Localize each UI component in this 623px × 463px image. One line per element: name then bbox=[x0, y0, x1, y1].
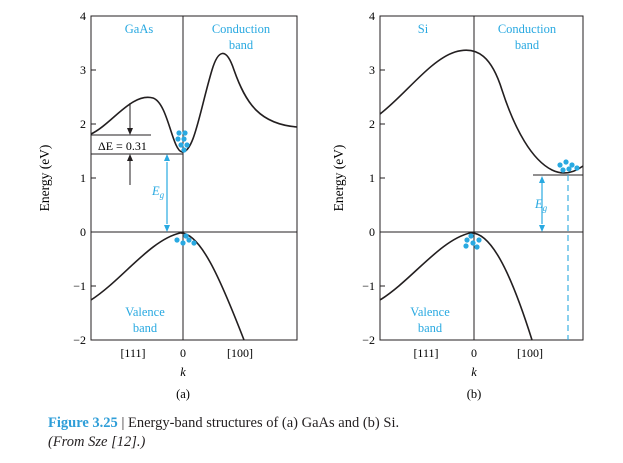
y-tick-label: 1 bbox=[369, 171, 375, 185]
figure-caption: Figure 3.25 | Energy-band structures of … bbox=[48, 414, 608, 452]
y-tick-label: 4 bbox=[80, 9, 86, 23]
band-gap-label: Eg bbox=[151, 184, 165, 200]
caption-text: Energy-band structures of (a) GaAs and (… bbox=[127, 415, 400, 431]
valence-band-label: band bbox=[133, 321, 158, 335]
band-gap-label: Eg bbox=[534, 197, 548, 213]
y-axis-label: Energy (eV) bbox=[37, 145, 52, 212]
y-tick-labels: 4 3 2 1 0 −1 −2 bbox=[73, 9, 86, 347]
y-ticks bbox=[91, 15, 96, 287]
x-tick-label: [111] bbox=[413, 346, 438, 360]
y-tick-label: 2 bbox=[80, 117, 86, 131]
material-label: GaAs bbox=[125, 22, 154, 36]
y-tick-label: −1 bbox=[362, 279, 375, 293]
material-label: Si bbox=[418, 22, 429, 36]
x-tick-label: [111] bbox=[120, 346, 145, 360]
caption-source: (From Sze [12].) bbox=[48, 434, 146, 450]
delta-e-arrowhead-down bbox=[127, 128, 133, 135]
band-gap-arrowhead-up bbox=[539, 176, 545, 183]
hole-dots bbox=[174, 233, 197, 246]
x-axis-label: k bbox=[471, 365, 477, 379]
x-tick-label: 0 bbox=[180, 346, 186, 360]
y-tick-label: −2 bbox=[362, 333, 375, 347]
valence-band-label: band bbox=[418, 321, 443, 335]
hole-dots bbox=[463, 233, 482, 250]
y-tick-label: 2 bbox=[369, 117, 375, 131]
delta-e-label: ΔE = 0.31 bbox=[98, 139, 147, 153]
x-tick-label: [100] bbox=[517, 346, 543, 360]
y-tick-labels: 4 3 2 1 0 −1 −2 bbox=[362, 9, 375, 347]
band-gap-arrowhead-up bbox=[164, 154, 170, 161]
x-tick-label: 0 bbox=[471, 346, 477, 360]
panel-sublabel: (a) bbox=[176, 387, 190, 401]
electron-dots bbox=[557, 159, 580, 173]
valence-band-label: Valence bbox=[125, 305, 165, 319]
conduction-band-label: band bbox=[515, 38, 540, 52]
y-tick-label: 3 bbox=[369, 63, 375, 77]
x-tick-label: [100] bbox=[227, 346, 253, 360]
delta-e-arrowhead-up bbox=[127, 154, 133, 161]
x-axis-label: k bbox=[180, 365, 186, 379]
panel-si: 4 3 2 1 0 −1 −2 Energy (eV) Si Conductio… bbox=[331, 9, 584, 401]
figure-number: Figure 3.25 bbox=[48, 415, 118, 431]
y-tick-label: 1 bbox=[80, 171, 86, 185]
y-tick-label: −2 bbox=[73, 333, 86, 347]
y-tick-label: 3 bbox=[80, 63, 86, 77]
y-tick-label: −1 bbox=[73, 279, 86, 293]
panel-sublabel: (b) bbox=[467, 387, 482, 401]
valence-band-curve bbox=[90, 232, 245, 341]
band-gap-arrowhead-down bbox=[164, 225, 170, 232]
y-tick-label: 0 bbox=[80, 225, 86, 239]
band-gap-arrowhead-down bbox=[539, 225, 545, 232]
conduction-band-label: band bbox=[229, 38, 254, 52]
conduction-band-label: Conduction bbox=[498, 22, 557, 36]
valence-band-label: Valence bbox=[410, 305, 450, 319]
valence-band-curve bbox=[379, 232, 533, 341]
conduction-band-curve bbox=[90, 52, 298, 153]
y-ticks bbox=[380, 15, 385, 287]
plot-frame bbox=[90, 15, 298, 341]
panel-gaas: 4 3 2 1 0 −1 −2 Energy (eV) GaAs Conduct… bbox=[37, 9, 298, 401]
y-tick-label: 0 bbox=[369, 225, 375, 239]
conduction-band-label: Conduction bbox=[212, 22, 271, 36]
y-tick-label: 4 bbox=[369, 9, 375, 23]
caption-separator: | bbox=[117, 415, 128, 431]
electron-dots bbox=[175, 130, 190, 153]
y-axis-label: Energy (eV) bbox=[331, 145, 346, 212]
plot-frame bbox=[379, 15, 584, 341]
conduction-band-curve bbox=[379, 49, 584, 174]
